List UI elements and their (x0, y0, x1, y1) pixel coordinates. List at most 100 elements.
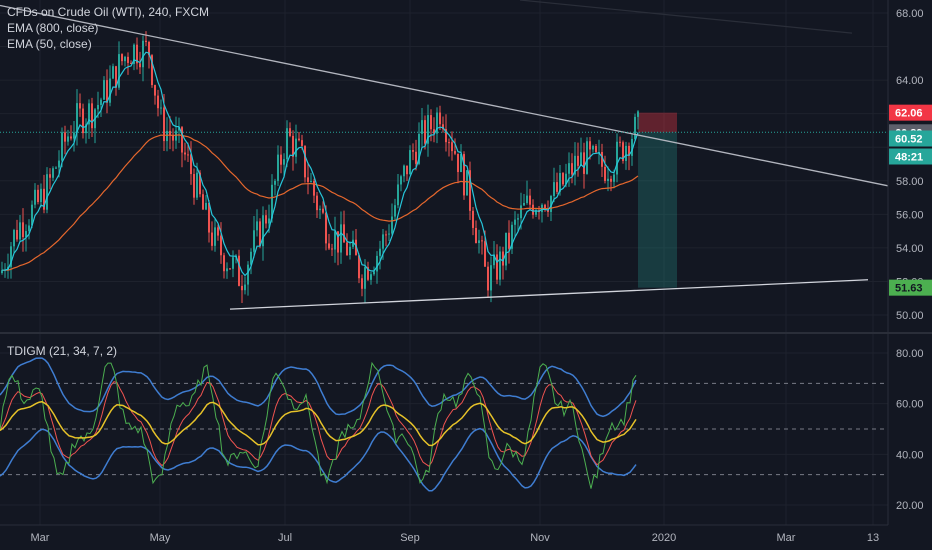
candle-body (241, 285, 243, 291)
price-tag-label: 48:21 (895, 151, 923, 163)
candle-body (475, 227, 477, 244)
time-tick-label: 13 (867, 532, 879, 544)
candle-body (622, 142, 624, 161)
candle-body (634, 116, 636, 139)
candle-body (184, 152, 186, 155)
candle-body (40, 188, 42, 203)
candle-body (511, 224, 513, 249)
candle-body (565, 173, 567, 185)
candle-body (19, 222, 21, 240)
candle-body (439, 112, 441, 125)
candle-body (481, 240, 483, 242)
candle-body (508, 232, 510, 249)
candle-body (562, 173, 564, 185)
candle-body (400, 176, 402, 185)
candle-body (271, 184, 273, 219)
candle-body (214, 227, 216, 246)
candle-body (484, 241, 486, 267)
candle-body (232, 257, 234, 269)
candle-body (43, 188, 45, 210)
candle-body (118, 54, 120, 88)
candle-body (220, 235, 222, 256)
candle-body (247, 264, 249, 285)
candle-body (280, 154, 282, 165)
legend-indicator[interactable]: TDIGM (21, 34, 7, 2) (7, 344, 118, 358)
candle-body (88, 103, 90, 125)
tdi-pane (0, 357, 888, 492)
candle-body (367, 267, 369, 280)
profit-target-zone (638, 132, 677, 288)
indicator-legend: TDIGM (21, 34, 7, 2) (7, 343, 117, 359)
legend-title[interactable]: CFDs on Crude Oil (WTI), 240, FXCM (7, 5, 210, 19)
candle-body (31, 204, 33, 226)
candle-body (106, 80, 108, 103)
candle-body (79, 103, 81, 109)
candle-body (571, 163, 573, 175)
candle-body (22, 222, 24, 238)
candle-body (328, 243, 330, 249)
candle-body (601, 151, 603, 167)
trendlines (0, 0, 889, 310)
tdi-lower-band (0, 427, 637, 492)
candle-body (487, 266, 489, 291)
candle-body (403, 165, 405, 177)
candle-body (256, 221, 258, 231)
candle-body (382, 234, 384, 249)
legend-ema-long[interactable]: EMA (800, close) (7, 21, 99, 35)
time-tick-label: Mar (31, 532, 50, 544)
candle-body (73, 132, 75, 139)
candle-body (385, 234, 387, 236)
position-zones (638, 112, 677, 288)
candle-body (535, 210, 537, 215)
candle-body (316, 195, 318, 211)
price-tag-label: 62.06 (895, 108, 923, 120)
candle-body (34, 189, 36, 205)
candle-body (319, 208, 321, 211)
grid (0, 0, 888, 525)
indicator-axis[interactable]: 80.00 60.00 40.00 20.00 (896, 348, 924, 512)
candle-body (358, 255, 360, 279)
tdi-base-line (0, 400, 637, 447)
candle-body (556, 182, 558, 192)
candle-body (151, 55, 153, 86)
candle-body (592, 146, 594, 150)
candle-body (421, 120, 423, 134)
candle-body (544, 204, 546, 210)
candle-body (502, 251, 504, 266)
candle-body (253, 230, 255, 252)
candle-body (496, 254, 498, 280)
candle-body (97, 104, 99, 110)
candle-body (46, 174, 48, 210)
candle-body (466, 170, 468, 196)
candle-body (472, 210, 474, 228)
candle-body (523, 202, 525, 206)
candle-body (505, 232, 507, 266)
indicator-tick-label: 20.00 (896, 500, 924, 512)
price-tick-label: 56.00 (896, 209, 924, 221)
candle-body (613, 174, 615, 182)
candle-body (205, 202, 207, 210)
candles (1, 31, 639, 304)
candle-body (238, 255, 240, 286)
candle-body (559, 173, 561, 192)
candle-body (430, 115, 432, 130)
candle-body (499, 251, 501, 280)
candle-body (376, 255, 378, 272)
candle-body (274, 180, 276, 185)
candle-body (388, 233, 390, 235)
candle-body (55, 167, 57, 169)
candle-body (352, 239, 354, 247)
candle-body (391, 216, 393, 234)
candle-body (115, 66, 117, 88)
candle-body (433, 129, 435, 134)
candle-body (166, 130, 168, 142)
legend-ema-short[interactable]: EMA (50, close) (7, 37, 92, 51)
candle-body (265, 215, 267, 224)
time-axis[interactable]: Mar May Jul Sep Nov 2020 Mar 13 (31, 532, 880, 544)
candle-body (298, 138, 300, 141)
candle-body (223, 255, 225, 272)
candle-body (514, 219, 516, 225)
resistance-trendline (0, 4, 889, 187)
candle-body (454, 151, 456, 154)
